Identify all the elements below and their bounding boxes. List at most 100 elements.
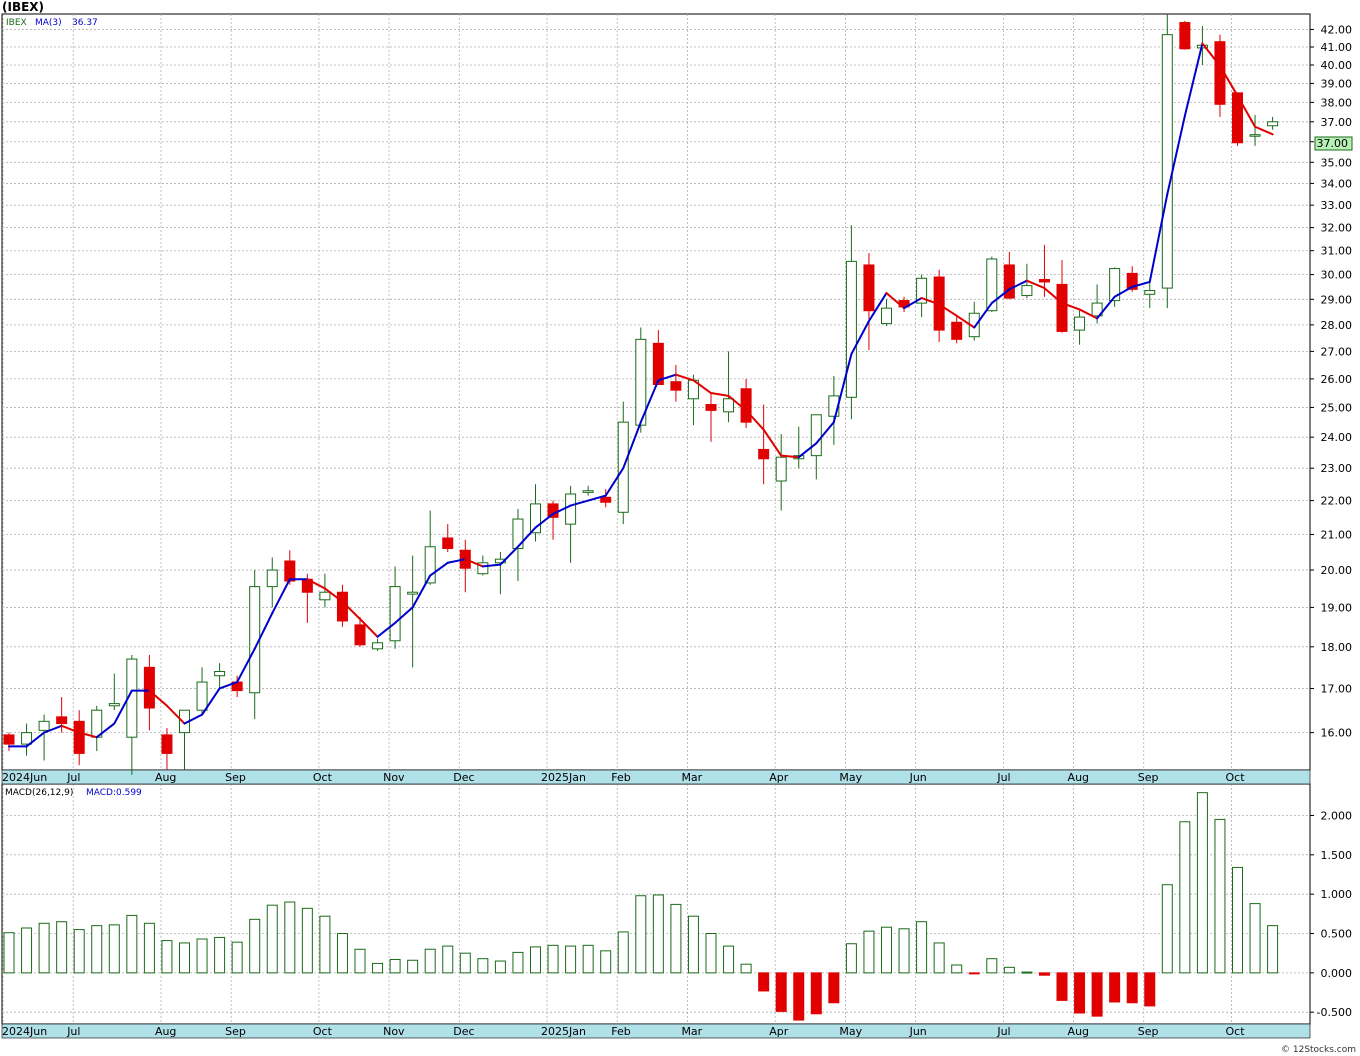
macd-bar-positive: [1003, 966, 1015, 974]
macd-bar-positive: [986, 958, 998, 974]
macd-bar-negative: [1091, 972, 1103, 1017]
macd-bar-positive: [249, 918, 261, 974]
macd-bar-positive: [459, 952, 471, 974]
price-tick-label: 25.00: [1321, 401, 1353, 414]
candle-body-down: [336, 591, 348, 622]
price-tick-label: 37.00: [1321, 116, 1353, 129]
ma3-segment: [832, 353, 853, 424]
ma3-segment: [552, 504, 572, 515]
price-tick-label: 33.00: [1321, 199, 1353, 212]
ma3-segment: [341, 600, 361, 621]
candle-body-down: [143, 666, 155, 709]
macd-bar-positive: [740, 963, 752, 974]
ma3-segment: [534, 512, 555, 529]
ma3-segment: [762, 428, 783, 457]
candle-body-up: [266, 569, 278, 588]
macd-bar-positive: [179, 942, 190, 974]
ma3-segment: [955, 314, 976, 329]
ma3-segment: [499, 545, 519, 566]
ma3-segment: [43, 724, 63, 734]
ma3-segment: [1078, 308, 1099, 320]
macd-bar-positive: [73, 929, 85, 974]
candle-body-up: [1161, 34, 1173, 289]
price-month-label: Nov: [383, 771, 405, 784]
price-month-label: Jun: [909, 771, 927, 784]
ma3-line: [8, 42, 1274, 748]
macd-bar-positive: [319, 915, 331, 974]
candle-body-down: [354, 624, 366, 646]
macd-bar-positive: [863, 930, 875, 974]
macd-legend-label: MACD(26,12,9): [5, 788, 73, 798]
macd-month-label: Apr: [769, 1025, 789, 1038]
ma3-segment: [1113, 285, 1134, 298]
candle-body-up: [986, 258, 998, 312]
macd-bar-positive: [670, 903, 682, 974]
macd-month-label: Sep: [1138, 1025, 1159, 1038]
candles: [3, 14, 1279, 775]
candle-body-down: [652, 342, 664, 386]
ma3-segment: [148, 689, 168, 707]
price-grid: [2, 14, 1310, 770]
ma3-segment: [236, 647, 256, 684]
price-month-label: Jul: [996, 771, 1010, 784]
candle-body-down: [73, 720, 85, 754]
macd-month-label: Jul: [996, 1025, 1010, 1038]
macd-bar-positive: [1161, 884, 1173, 974]
price-tick-label: 34.00: [1321, 177, 1353, 190]
ma3-segment: [1254, 125, 1274, 136]
price-tick-label: 26.00: [1321, 373, 1353, 386]
ma3-segment: [780, 454, 800, 459]
price-date-axis: [1, 769, 1311, 785]
macd-bar-positive: [565, 945, 577, 974]
macd-bar-positive: [143, 922, 155, 974]
macd-bar-positive: [196, 938, 208, 974]
chart-title: (IBEX): [2, 0, 44, 14]
ma3-segment: [1131, 280, 1151, 288]
candle-body-up: [530, 503, 541, 534]
macd-month-label: 2025Jan: [541, 1025, 586, 1038]
macd-tick-label: 2.000: [1321, 809, 1353, 822]
ma3-segment: [165, 704, 186, 725]
macd-bar-positive: [1249, 903, 1261, 974]
candle-body-up: [319, 591, 331, 601]
candle-body-down: [1003, 264, 1015, 299]
ma3-segment: [1043, 287, 1063, 305]
candle-body-up: [1144, 290, 1156, 295]
ma3-segment: [674, 373, 695, 382]
price-tick-label: 35.00: [1321, 156, 1353, 169]
macd-bar-positive: [617, 931, 629, 974]
ma3-segment: [867, 292, 888, 322]
macd-bar-positive: [266, 904, 278, 974]
macd-tick-label: 1.000: [1321, 888, 1353, 901]
ma3-segment: [1166, 114, 1186, 196]
macd-bar-negative: [1109, 972, 1121, 1003]
ma3-segment: [1025, 279, 1046, 290]
macd-bar-positive: [916, 921, 928, 974]
macd-bar-positive: [494, 960, 506, 974]
candle-body-up: [108, 703, 120, 707]
price-tick-label: 32.00: [1321, 222, 1353, 235]
candle-body-up: [214, 671, 226, 677]
candle-body-up: [91, 709, 103, 738]
macd-bar-positive: [547, 944, 559, 974]
macd-month-label: 2024Jun: [2, 1025, 47, 1038]
month-labels: 2024Jun 2024Jun Jul Jul Aug Aug Sep Sep Oct Oct No…: [2, 771, 1245, 1038]
ma3-segment: [218, 681, 239, 690]
macd-bar-positive: [231, 941, 243, 974]
candle-body-up: [565, 493, 577, 525]
macd-bar-negative: [758, 972, 770, 992]
ma3-segment: [201, 687, 221, 716]
macd-bar-positive: [705, 933, 717, 974]
candle-body-down: [951, 321, 963, 340]
macd-bar-positive: [108, 924, 120, 974]
macd-bar-positive: [389, 958, 401, 974]
price-tick-label: 16.00: [1321, 727, 1353, 740]
ma3-segment: [622, 421, 642, 470]
macd-month-label: Jun: [909, 1025, 927, 1038]
ma3-segment: [815, 421, 835, 445]
macd-month-label: Oct: [313, 1025, 333, 1038]
candle-body-up: [845, 260, 857, 398]
price-tick-label: 41.00: [1321, 41, 1353, 54]
candle-body-up: [407, 591, 419, 595]
